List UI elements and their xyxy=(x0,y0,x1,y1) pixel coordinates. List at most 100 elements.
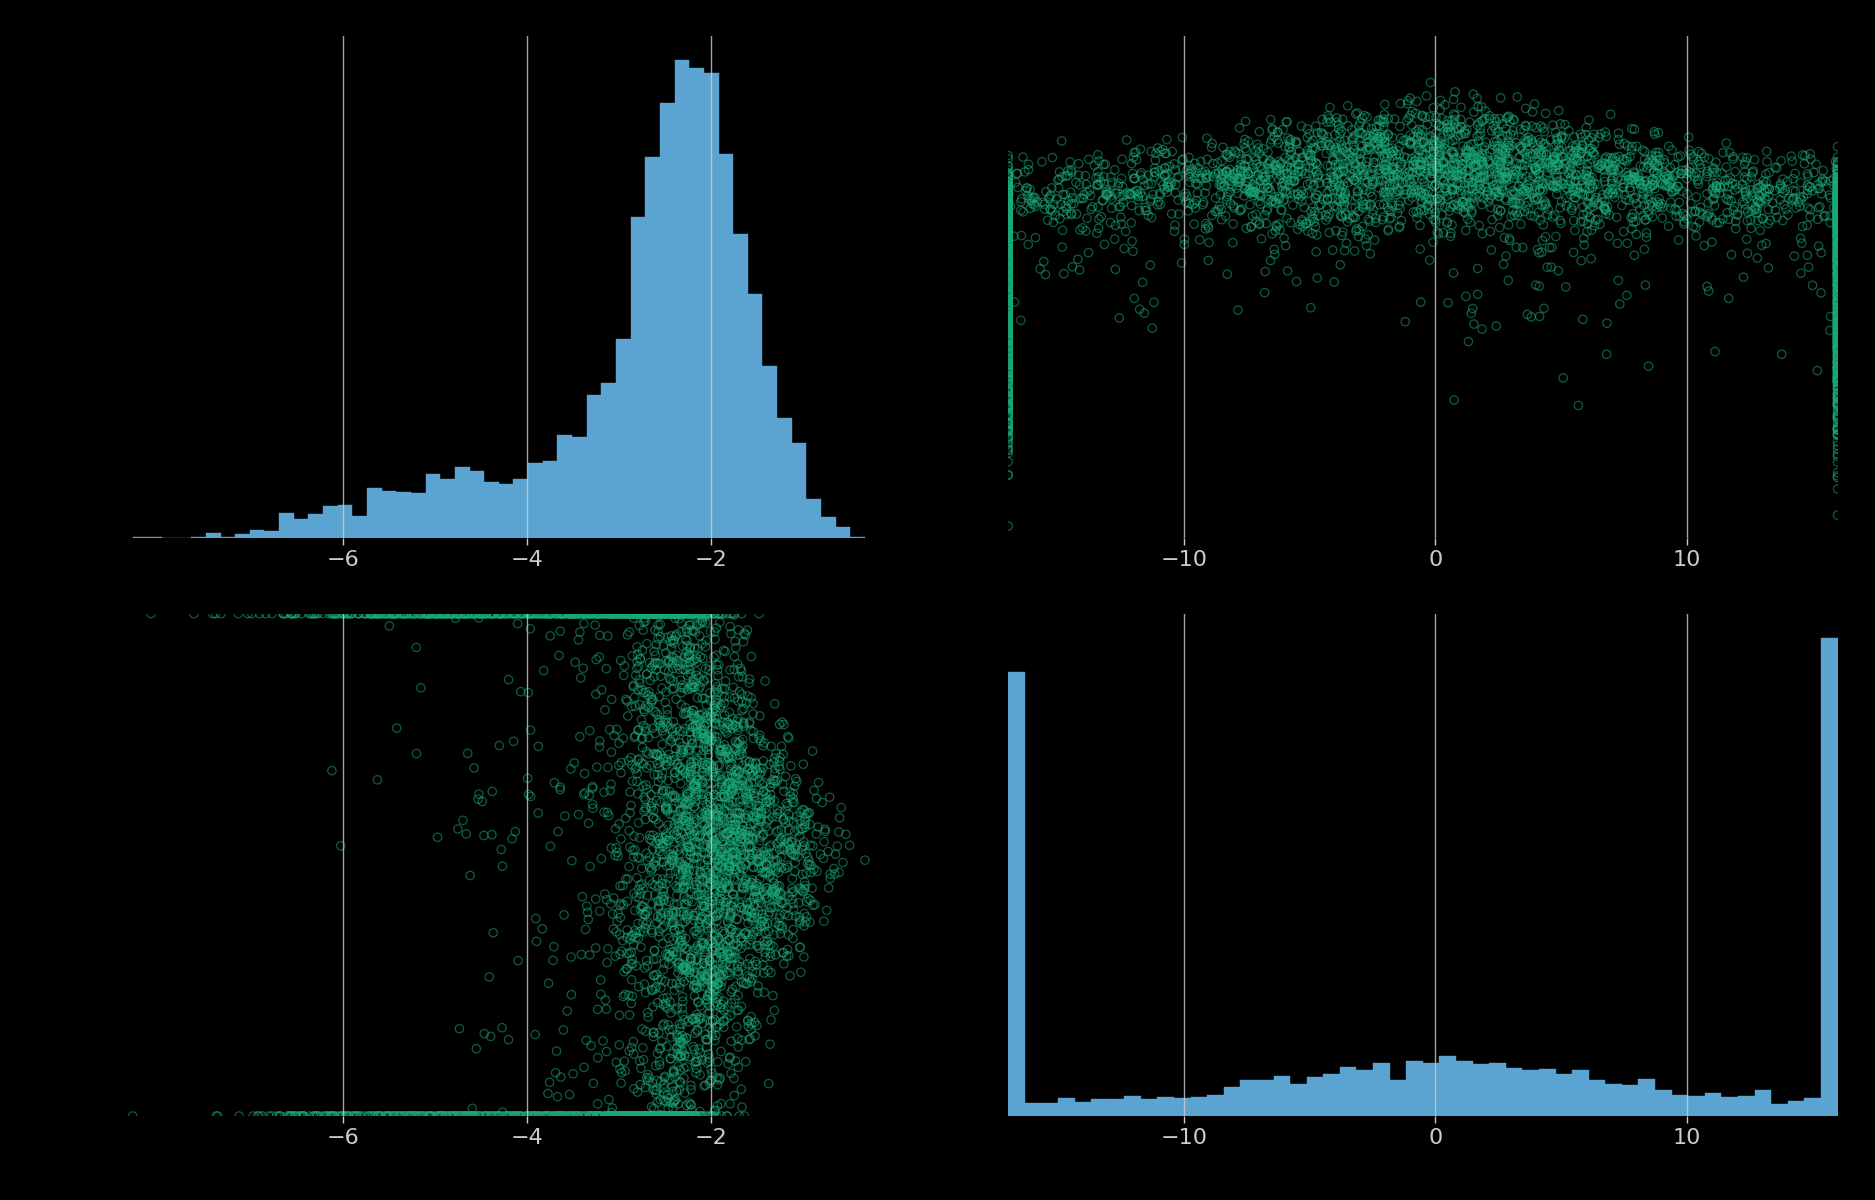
Point xyxy=(688,934,718,953)
Point xyxy=(615,838,645,857)
Point xyxy=(1431,175,1461,194)
Point xyxy=(1545,198,1575,217)
Bar xyxy=(396,492,411,539)
Point xyxy=(1134,256,1164,275)
Point xyxy=(589,803,619,822)
Point xyxy=(1822,203,1852,222)
Point xyxy=(433,604,463,623)
Point xyxy=(632,780,662,799)
Point xyxy=(638,1106,667,1126)
Point xyxy=(739,784,769,803)
Point xyxy=(1822,209,1852,228)
Point xyxy=(495,1106,525,1126)
Point xyxy=(1399,179,1429,198)
Point xyxy=(1084,174,1114,193)
Point xyxy=(669,905,699,924)
Point xyxy=(1191,184,1221,203)
Point xyxy=(1286,148,1316,167)
Point xyxy=(759,925,789,944)
Point xyxy=(1254,151,1284,170)
Point xyxy=(504,1106,534,1126)
Point xyxy=(1305,174,1335,193)
Point xyxy=(994,342,1024,361)
Point xyxy=(1620,164,1650,184)
Bar xyxy=(1108,1099,1125,1116)
Point xyxy=(1438,143,1468,162)
Point xyxy=(694,818,724,838)
Point xyxy=(1727,175,1757,194)
Point xyxy=(1822,407,1852,426)
Point xyxy=(578,1074,608,1093)
Bar xyxy=(617,340,630,539)
Point xyxy=(1228,162,1258,181)
Point xyxy=(1528,154,1558,173)
Point xyxy=(1230,176,1260,196)
Point xyxy=(698,834,728,853)
Point xyxy=(486,604,516,623)
Point xyxy=(994,200,1024,220)
Point xyxy=(1084,210,1114,229)
Point xyxy=(1369,104,1399,124)
Point xyxy=(716,842,746,862)
Point xyxy=(1328,190,1358,209)
Point xyxy=(994,427,1024,446)
Point xyxy=(1401,202,1431,221)
Point xyxy=(1498,121,1528,140)
Point xyxy=(1039,194,1069,214)
Point xyxy=(1822,206,1852,226)
Point xyxy=(684,868,714,887)
Point xyxy=(703,683,733,702)
Point xyxy=(1534,199,1564,218)
Point xyxy=(632,912,662,931)
Point xyxy=(469,604,499,623)
Point xyxy=(722,1001,752,1020)
Point xyxy=(1822,190,1852,209)
Point xyxy=(1093,184,1123,203)
Point xyxy=(613,869,643,888)
Point xyxy=(994,295,1024,314)
Point xyxy=(1822,232,1852,251)
Point xyxy=(668,863,698,882)
Point xyxy=(1371,184,1401,203)
Point xyxy=(714,869,744,888)
Point xyxy=(1718,174,1748,193)
Point xyxy=(521,604,551,623)
Point xyxy=(1479,109,1509,128)
Point xyxy=(994,238,1024,257)
Point xyxy=(1318,180,1348,199)
Point xyxy=(1620,212,1650,232)
Point xyxy=(707,878,737,898)
Point xyxy=(630,974,660,994)
Point xyxy=(641,977,671,996)
Point xyxy=(1822,220,1852,239)
Point xyxy=(1157,204,1187,223)
Point xyxy=(1406,156,1436,175)
Point xyxy=(1262,216,1292,235)
Point xyxy=(581,938,611,958)
Point xyxy=(769,894,799,913)
Point xyxy=(1502,206,1532,226)
Point xyxy=(679,677,709,696)
Point xyxy=(1822,208,1852,227)
Point xyxy=(643,1044,673,1063)
Point xyxy=(1822,226,1852,245)
Point xyxy=(705,742,735,761)
Point xyxy=(709,935,739,954)
Point xyxy=(671,961,701,980)
Point xyxy=(1386,128,1416,148)
Point xyxy=(1603,234,1633,253)
Point xyxy=(574,604,604,623)
Point xyxy=(994,220,1024,239)
Point xyxy=(666,604,696,623)
Point xyxy=(714,931,744,950)
Point xyxy=(611,1106,641,1126)
Point xyxy=(1266,164,1296,184)
Point xyxy=(1822,217,1852,236)
Point xyxy=(1239,148,1269,167)
Point xyxy=(1271,113,1301,132)
Point xyxy=(1489,181,1519,200)
Point xyxy=(1026,259,1056,278)
Point xyxy=(1118,196,1148,215)
Point xyxy=(688,613,718,632)
Point xyxy=(334,604,364,623)
